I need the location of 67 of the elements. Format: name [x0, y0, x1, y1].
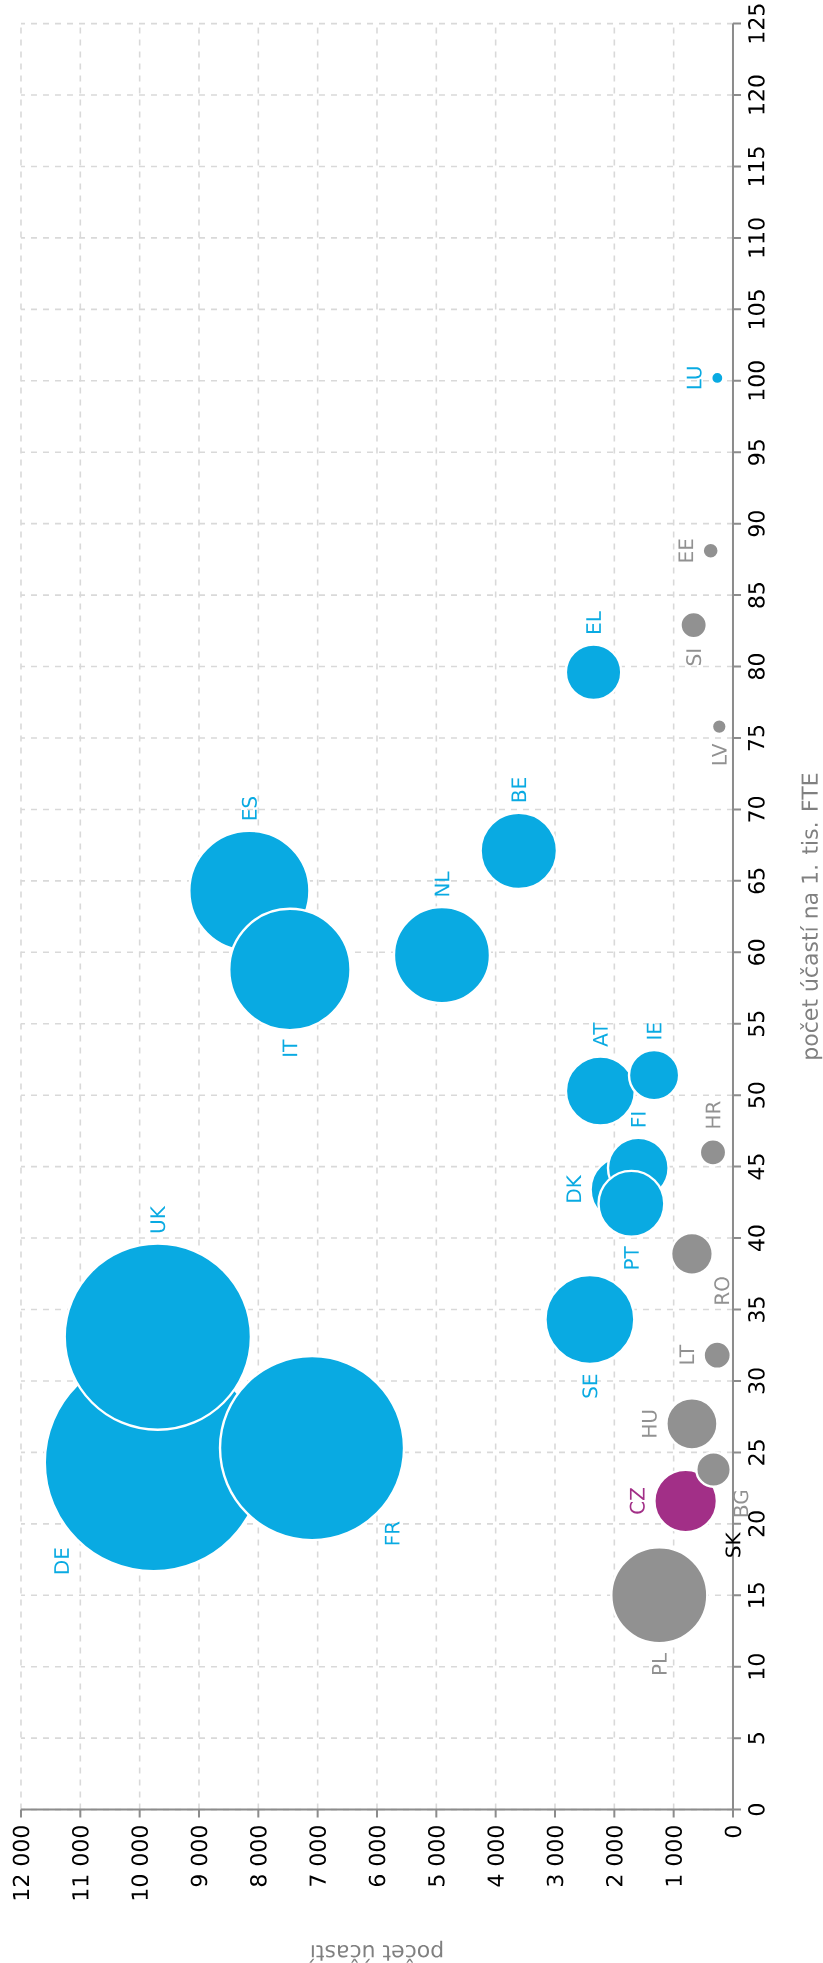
text: PL — [652, 1652, 667, 1675]
text: EL — [586, 611, 601, 633]
text: LT — [679, 1344, 695, 1364]
x-tick-label: 7 000 — [309, 1826, 326, 1886]
y-axis-title: počet účastí na 1. tis. FTE — [800, 773, 823, 1059]
text: SI — [686, 649, 702, 666]
text: NL — [434, 871, 450, 896]
y-tick-label: 40 — [748, 1225, 765, 1251]
y-tick-label: 10 — [748, 1654, 765, 1679]
y-tick-label: 75 — [748, 725, 765, 751]
y-tick-label: 105 — [748, 290, 765, 328]
y-tick-label: 45 — [748, 1154, 765, 1180]
text: PT — [624, 1246, 639, 1269]
x-tick-label: 5 000 — [428, 1826, 445, 1886]
x-tick-label: 1 000 — [665, 1826, 682, 1886]
text: DE — [54, 1548, 69, 1574]
text: UK — [150, 1205, 166, 1233]
y-tick-label: 80 — [748, 654, 765, 680]
text: CZ — [629, 1488, 645, 1514]
x-tick-label: 6 000 — [368, 1826, 386, 1887]
x-tick-label: 11 000 — [72, 1826, 89, 1900]
y-tick-label: 15 — [748, 1583, 765, 1607]
x-tick-label: 9 000 — [190, 1826, 208, 1887]
text: AT — [593, 1022, 608, 1047]
text: HU — [641, 1410, 657, 1437]
y-tick-label: 0 — [748, 1804, 765, 1816]
y-tick-label: 125 — [748, 4, 765, 43]
text: LV — [711, 743, 727, 765]
text: BG — [733, 1490, 749, 1517]
x-tick-label: 12 000 — [12, 1826, 30, 1900]
x-tick-label: 4 000 — [487, 1826, 504, 1887]
y-tick-label: 90 — [748, 511, 765, 537]
text: HR — [705, 1101, 721, 1128]
y-tick-label: 60 — [748, 939, 765, 965]
y-tick-label: 50 — [748, 1082, 765, 1108]
y-tick-label: 20 — [748, 1511, 765, 1537]
x-tick-label: 3 000 — [546, 1826, 564, 1886]
x-axis-title: počet účastí — [309, 1940, 443, 1963]
x-tick-label: 0 — [724, 1826, 742, 1838]
y-tick-label: 85 — [748, 583, 765, 608]
text: ES — [241, 797, 257, 820]
text: LU — [686, 367, 702, 389]
text: FR — [384, 1521, 400, 1545]
y-tick-label: 5 — [748, 1733, 765, 1744]
x-tick-label: 8 000 — [250, 1826, 267, 1887]
y-tick-label: 110 — [748, 218, 765, 257]
text: IT — [282, 1039, 298, 1056]
text: EE — [678, 539, 694, 562]
y-tick-label: 25 — [748, 1440, 765, 1465]
y-tick-label: 30 — [748, 1368, 765, 1394]
text: BE — [511, 778, 527, 802]
y-tick-label: 120 — [748, 75, 765, 114]
y-tick-label: 35 — [748, 1297, 765, 1322]
text: FI — [631, 1112, 646, 1127]
text: RO — [714, 1277, 730, 1304]
y-tick-label: 70 — [748, 796, 765, 822]
y-tick-label: 55 — [748, 1011, 765, 1037]
annotation: SK — [725, 1531, 741, 1557]
y-tick-label: 115 — [748, 147, 765, 186]
y-tick-label: 65 — [748, 868, 765, 894]
text: IE — [646, 1023, 662, 1039]
x-tick-label: 2 000 — [606, 1826, 623, 1887]
y-tick-label: 100 — [748, 361, 765, 400]
text: DK — [566, 1174, 582, 1202]
x-tick-label: 10 000 — [131, 1826, 148, 1900]
text: SE — [582, 1374, 598, 1398]
y-tick-label: 95 — [748, 440, 765, 465]
